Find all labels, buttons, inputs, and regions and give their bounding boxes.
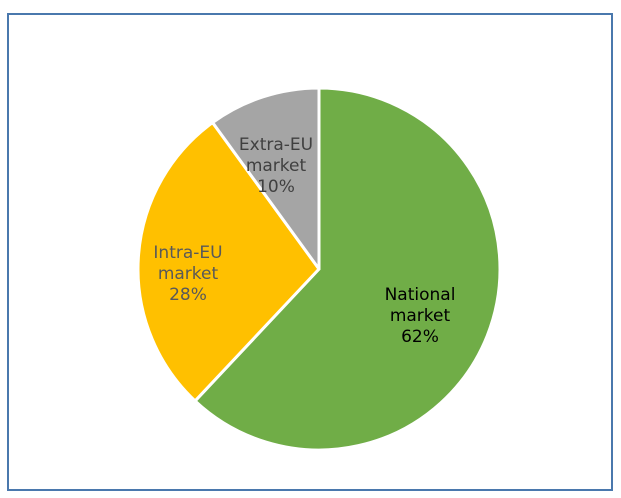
pie-slice-extra-eu-market	[211, 86, 321, 271]
slice-label-line: market	[158, 264, 219, 284]
slice-label-line: 62%	[401, 327, 439, 347]
slice-label-line: Intra-EU	[153, 243, 222, 263]
slice-label-line: National	[385, 285, 456, 305]
slice-label-line: 10%	[257, 177, 295, 197]
pie-slice-national-market	[193, 86, 502, 452]
slice-label-extra-eu-market: Extra-EU market 10%	[239, 135, 313, 197]
slice-label-line: 28%	[169, 285, 207, 305]
slice-label-national-market: National market 62%	[385, 285, 456, 347]
slice-label-line: Extra-EU	[239, 135, 313, 155]
pie-slice-intra-eu-market	[136, 121, 321, 403]
slice-label-intra-eu-market: Intra-EU market 28%	[153, 243, 222, 305]
slice-label-line: market	[390, 306, 451, 326]
slice-label-line: market	[246, 156, 307, 176]
